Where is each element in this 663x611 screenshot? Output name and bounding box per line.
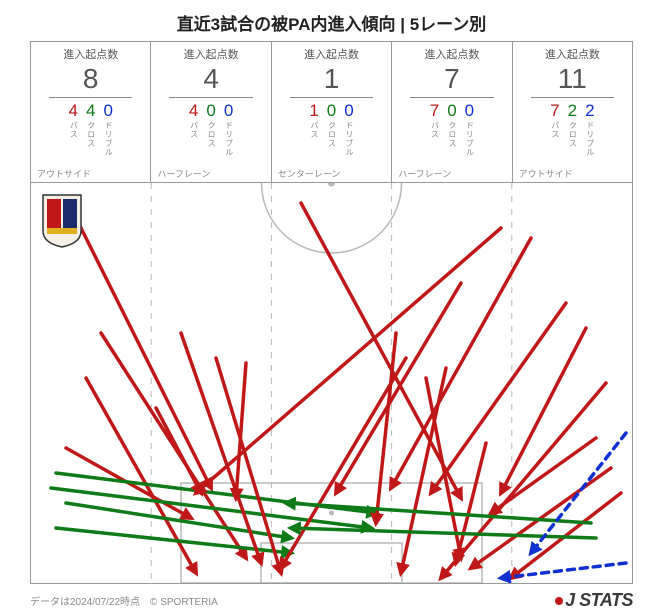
lane-breakdown: 1パス 0クロス 0ドリブル bbox=[272, 102, 391, 157]
lane-col: 進入起点数 7 7パス 0クロス 0ドリブル bbox=[392, 42, 512, 163]
footer-note: データは2024/07/22時点 © SPORTERIA bbox=[30, 593, 218, 608]
lane-name: センターレーン bbox=[272, 163, 392, 182]
jstats-logo: J STATS bbox=[555, 590, 633, 611]
lane-col: 進入起点数 8 4パス 4クロス 0ドリブル bbox=[31, 42, 151, 163]
chart-title: 直近3試合の被PA内進入傾向 | 5レーン別 bbox=[0, 0, 663, 41]
lane-name: アウトサイド bbox=[513, 163, 632, 182]
lane-label: 進入起点数 bbox=[151, 46, 270, 62]
pitch-area bbox=[30, 182, 633, 584]
lane-breakdown: 4パス 0クロス 0ドリブル bbox=[151, 102, 270, 157]
lane-label: 進入起点数 bbox=[392, 46, 511, 62]
lane-breakdown: 4パス 4クロス 0ドリブル bbox=[31, 102, 150, 157]
lane-label: 進入起点数 bbox=[513, 46, 632, 62]
lane-breakdown: 7パス 0クロス 0ドリブル bbox=[392, 102, 511, 157]
lane-total: 11 bbox=[513, 64, 632, 95]
lane-name: ハーフレーン bbox=[151, 163, 271, 182]
lane-col: 進入起点数 4 4パス 0クロス 0ドリブル bbox=[151, 42, 271, 163]
footer: データは2024/07/22時点 © SPORTERIA J STATS bbox=[0, 584, 663, 611]
lane-name: ハーフレーン bbox=[392, 163, 512, 182]
lane-total: 1 bbox=[272, 64, 391, 95]
lane-total: 8 bbox=[31, 64, 150, 95]
lane-total: 7 bbox=[392, 64, 511, 95]
lane-label: 進入起点数 bbox=[31, 46, 150, 62]
team-crest bbox=[41, 193, 83, 248]
lanes-names: アウトサイドハーフレーンセンターレーンハーフレーンアウトサイド bbox=[30, 163, 633, 182]
lanes-header: 進入起点数 8 4パス 4クロス 0ドリブル 進入起点数 4 4パス 0クロス … bbox=[30, 41, 633, 163]
lane-col: 進入起点数 1 1パス 0クロス 0ドリブル bbox=[272, 42, 392, 163]
lane-name: アウトサイド bbox=[31, 163, 151, 182]
lane-col: 進入起点数 11 7パス 2クロス 2ドリブル bbox=[513, 42, 632, 163]
lane-label: 進入起点数 bbox=[272, 46, 391, 62]
lane-total: 4 bbox=[151, 64, 270, 95]
lane-breakdown: 7パス 2クロス 2ドリブル bbox=[513, 102, 632, 157]
